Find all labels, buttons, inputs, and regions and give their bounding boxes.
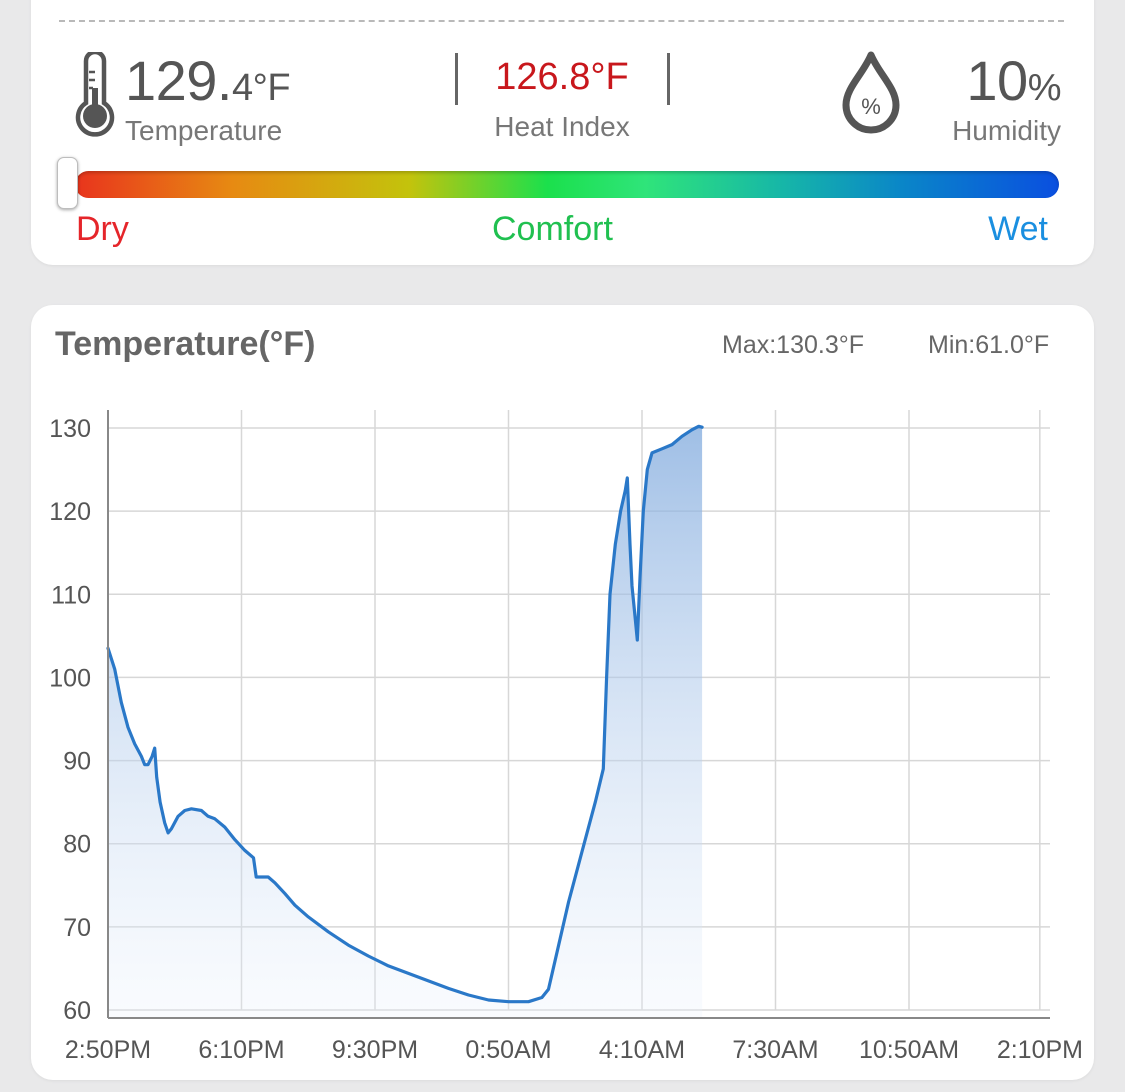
- y-tick-label: 130: [49, 415, 91, 443]
- wet-label: Wet: [988, 210, 1048, 248]
- y-tick-label: 70: [63, 914, 91, 942]
- temperature-reading: 129.4°F Temperature: [125, 48, 291, 147]
- chart-title: Temperature(°F): [55, 325, 316, 363]
- min-temperature-label: Min:61.0°F: [928, 331, 1050, 359]
- humidity-icon-percent: %: [861, 94, 881, 119]
- temperature-chart: 60 70 80 90 100 110 120 130 2:50PM 6:10PM 9:30PM 0:…: [49, 410, 1083, 1064]
- max-temperature-label: Max:130.3°F: [722, 331, 865, 359]
- humidity-label: Humidity: [952, 115, 1061, 146]
- heat-index-left-divider: [455, 53, 458, 105]
- dry-label: Dry: [76, 210, 129, 248]
- y-tick-label: 120: [49, 498, 91, 526]
- humidity-unit: %: [1027, 67, 1062, 109]
- y-tick-label: 100: [49, 664, 91, 692]
- x-tick-label: 6:10PM: [198, 1036, 284, 1064]
- y-tick-label: 90: [63, 748, 91, 776]
- heat-index-right-divider: [667, 53, 670, 105]
- x-tick-label: 0:50AM: [465, 1036, 551, 1064]
- y-tick-label: 80: [63, 831, 91, 859]
- x-tick-label: 9:30PM: [332, 1036, 418, 1064]
- x-tick-label: 7:30AM: [732, 1036, 818, 1064]
- humidity-drop-icon: %: [842, 51, 900, 134]
- temperature-label: Temperature: [125, 115, 283, 146]
- y-tick-label: 60: [63, 997, 91, 1025]
- y-tick-label: 110: [51, 581, 91, 609]
- humidity-value: 10: [966, 49, 1028, 112]
- x-tick-label: 4:10AM: [599, 1036, 685, 1064]
- comfort-label: Comfort: [492, 210, 613, 248]
- thermometer-icon: [75, 52, 115, 137]
- comfort-scale-indicator[interactable]: [57, 157, 78, 209]
- x-tick-label: 2:10PM: [997, 1036, 1083, 1064]
- temperature-series-line: [106, 424, 704, 1004]
- dashed-divider: [59, 20, 1064, 22]
- heat-index-reading: 126.8°F Heat Index: [467, 56, 657, 143]
- temperature-whole: 129.: [125, 49, 233, 112]
- x-tick-label: 10:50AM: [859, 1036, 959, 1064]
- temperature-unit: °F: [252, 67, 291, 109]
- x-tick-label: 2:50PM: [65, 1036, 151, 1064]
- temperature-decimal: 4: [232, 67, 253, 109]
- heat-index-value: 126.8°F: [495, 56, 629, 98]
- comfort-scale-bar: [75, 171, 1059, 198]
- heat-index-label: Heat Index: [494, 111, 630, 142]
- temperature-area-fill: [108, 426, 703, 1018]
- temperature-chart-card: Temperature(°F) Max:130.3°F Min:61.0°F 6…: [31, 305, 1094, 1080]
- humidity-reading: 10% Humidity: [911, 48, 1061, 147]
- current-conditions-card: 129.4°F Temperature 126.8°F Heat Index %…: [31, 0, 1094, 265]
